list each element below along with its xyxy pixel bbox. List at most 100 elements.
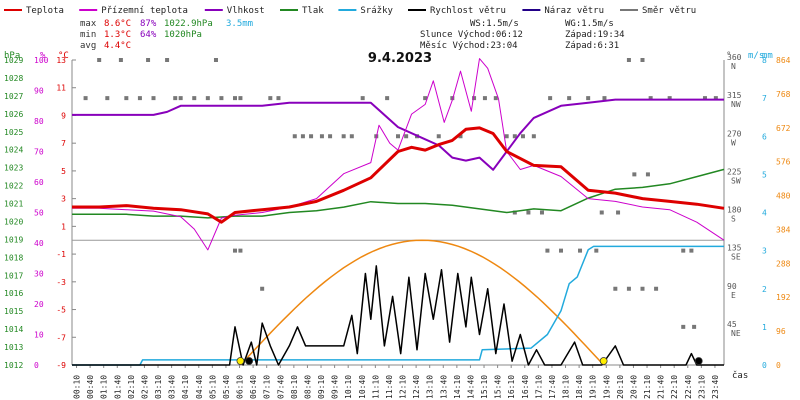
wind-direction-point-39	[504, 134, 509, 139]
pressure-tick-13: 1025	[4, 128, 23, 137]
wind-direction-point-46	[602, 96, 607, 101]
direction-tick-7: 360	[727, 53, 742, 62]
wind-direction-point-8	[165, 58, 170, 62]
pressure-tick-9: 1021	[4, 200, 23, 209]
wind-direction-point-66	[599, 210, 604, 215]
wind-tick-0: 0	[762, 361, 767, 370]
stats-min-temp: 1.3°C	[104, 30, 131, 40]
stats-max-rain: 3.5mm	[226, 19, 253, 29]
x-tick-label-18: 09:10	[317, 375, 326, 399]
x-tick-label-6: 03:10	[154, 375, 163, 399]
wind-direction-point-73	[681, 324, 686, 329]
temperature-tick-2: -5	[56, 306, 66, 315]
wind-direction-point-17	[268, 96, 273, 101]
x-tick-label-12: 06:10	[236, 375, 245, 399]
x-tick-label-22: 11:10	[371, 375, 380, 399]
pressure-tick-5: 1017	[4, 271, 23, 280]
wind-tick-5: 5	[762, 170, 767, 179]
rain-tick-0: 0	[776, 361, 781, 370]
wind-tick-1: 1	[762, 323, 767, 332]
axis-unit-time: čas	[732, 370, 748, 381]
direction-tick-0: 45	[727, 320, 737, 329]
wind-direction-point-21	[309, 134, 314, 139]
temperature-tick-5: 1	[61, 222, 66, 231]
wind-direction-point-52	[689, 248, 694, 253]
wind-direction-point-34	[450, 96, 455, 101]
x-tick-label-14: 07:10	[263, 375, 272, 399]
wind-direction-point-57	[578, 248, 583, 253]
pressure-tick-14: 1026	[4, 110, 23, 119]
x-tick-label-30: 15:10	[480, 375, 489, 399]
x-tick-label-4: 02:10	[127, 375, 136, 399]
wind-direction-point-45	[586, 96, 591, 101]
x-tick-label-2: 01:10	[100, 375, 109, 399]
wind-direction-point-55	[545, 248, 550, 253]
wind-direction-point-51	[681, 248, 686, 253]
temperature-tick-1: -7	[56, 333, 66, 342]
x-tick-label-29: 14:40	[466, 375, 475, 399]
pressure-tick-2: 1014	[4, 325, 23, 334]
moon-set-info: Západ:6:31	[565, 41, 619, 51]
legend-label-2: Vlhkost	[227, 6, 265, 16]
wind-tick-6: 6	[762, 132, 767, 141]
pressure-tick-15: 1027	[4, 92, 23, 101]
legend-label-5: Rychlost větru	[430, 6, 506, 16]
humidity-tick-3: 30	[34, 270, 44, 279]
sun-set-info: Západ:19:34	[565, 30, 625, 40]
x-tick-label-25: 12:40	[412, 375, 421, 399]
x-tick-label-1: 00:40	[86, 375, 95, 399]
stats-max-press: 1022.9hPa	[164, 19, 213, 29]
chart-title: 9.4.2023	[368, 51, 432, 66]
x-tick-label-11: 05:40	[222, 375, 231, 399]
x-tick-label-7: 03:40	[168, 375, 177, 399]
wind-direction-point-67	[616, 210, 621, 215]
temperature-tick-3: -3	[56, 278, 66, 287]
series-wind-speed	[72, 265, 724, 366]
wind-direction-point-13	[213, 58, 218, 62]
x-tick-label-44: 22:10	[670, 375, 679, 399]
temperature-tick-10: 11	[56, 84, 66, 93]
x-tick-label-32: 16:10	[507, 375, 516, 399]
series-ground-temp	[72, 58, 725, 251]
direction-tick-5: 270	[727, 129, 742, 138]
wind-direction-point-0	[83, 96, 88, 101]
legend-label-6: Náraz větru	[544, 6, 604, 16]
wind-direction-point-50	[667, 96, 672, 101]
stats-avg-label: avg	[80, 41, 96, 51]
sun-arc	[239, 239, 605, 366]
y-axes: 1012101310141015101610171018101910201021…	[4, 53, 791, 370]
pressure-tick-3: 1015	[4, 307, 23, 316]
axis-unit-hpa: hPa	[4, 51, 20, 61]
x-tick-label-39: 19:40	[602, 375, 611, 399]
x-tick-label-26: 13:10	[426, 375, 435, 399]
humidity-tick-10: 100	[34, 56, 49, 65]
stats-min-label: min	[80, 30, 96, 40]
direction-tick-3: 180	[727, 206, 742, 215]
rain-tick-9: 864	[776, 56, 791, 65]
temperature-tick-9: 9	[61, 111, 66, 120]
wind-direction-point-49	[648, 96, 653, 101]
wind-direction-point-54	[713, 96, 718, 101]
pressure-tick-16: 1028	[4, 74, 23, 83]
wind-direction-point-64	[526, 210, 531, 215]
humidity-tick-6: 60	[34, 178, 44, 187]
x-tick-label-36: 18:10	[562, 375, 571, 399]
wind-direction-point-2	[105, 96, 110, 101]
humidity-tick-2: 20	[34, 300, 44, 309]
direction-label-0: NE	[731, 329, 741, 338]
humidity-tick-8: 80	[34, 117, 44, 126]
wind-direction-point-14	[219, 96, 224, 101]
legend-label-3: Tlak	[302, 6, 324, 16]
wind-direction-point-42	[531, 134, 536, 139]
direction-label-1: E	[731, 291, 736, 300]
axis-unit-deg: °	[726, 51, 731, 61]
x-tick-label-43: 21:40	[657, 375, 666, 399]
x-tick-label-21: 10:40	[358, 375, 367, 399]
direction-label-6: NW	[731, 100, 741, 109]
wind-direction-point-70	[233, 248, 237, 253]
wind-direction-point-3	[118, 58, 123, 62]
wind-direction-point-25	[349, 134, 354, 139]
moon-rise-info: Měsíc Východ:23:04	[420, 41, 518, 51]
legend-label-0: Teplota	[26, 6, 64, 16]
